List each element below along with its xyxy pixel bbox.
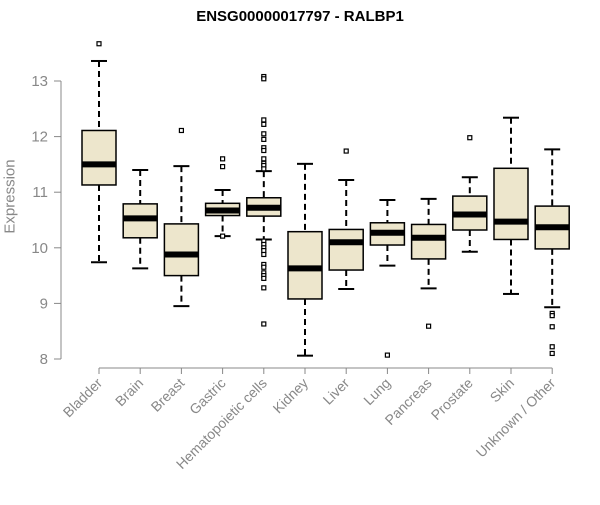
box-iqr — [163, 223, 200, 277]
y-tick-label: 10 — [31, 240, 48, 257]
outlier-point — [261, 131, 267, 137]
x-tick-label: Breast — [148, 375, 188, 415]
y-tick-label: 13 — [31, 73, 48, 90]
outlier-point — [96, 41, 102, 47]
x-tick-label: Liver — [320, 375, 353, 408]
y-tick-label: 9 — [40, 295, 48, 312]
outlier-point — [261, 321, 267, 327]
box-iqr — [81, 129, 117, 186]
box-iqr — [410, 223, 447, 260]
outlier-point — [467, 135, 473, 141]
box-iqr — [493, 167, 529, 241]
outlier-point — [261, 121, 267, 127]
box-iqr — [328, 228, 364, 271]
outlier-point — [343, 148, 349, 154]
outlier-point — [549, 324, 555, 330]
outlier-point — [261, 166, 267, 172]
x-tick-label: Skin — [487, 375, 518, 406]
outlier-point — [426, 323, 432, 329]
outlier-point — [220, 164, 226, 170]
outlier-point — [261, 275, 267, 281]
outlier-point — [261, 156, 267, 162]
box-iqr — [287, 230, 323, 300]
outlier-point — [220, 233, 226, 239]
y-axis-label: Expression — [1, 159, 19, 234]
outlier-point — [261, 251, 267, 258]
outlier-point — [261, 285, 267, 291]
outlier-point — [549, 313, 555, 319]
outlier-point — [220, 156, 226, 162]
outlier-point — [549, 350, 555, 357]
chart-title: ENSG00000017797 - RALBP1 — [196, 8, 404, 25]
outlier-point — [549, 344, 555, 350]
outlier-point — [261, 147, 267, 154]
outlier-point — [178, 127, 184, 134]
x-tick-label: Bladder — [60, 375, 106, 421]
x-tick-label: Prostate — [428, 375, 476, 423]
outlier-point — [261, 136, 267, 142]
x-tick-label: Kidney — [270, 375, 312, 417]
y-tick-label: 8 — [40, 351, 48, 368]
y-tick-label: 11 — [32, 184, 48, 201]
outlier-point — [261, 117, 267, 123]
x-tick-label: Brain — [112, 375, 146, 409]
outlier-point — [261, 264, 267, 270]
y-tick-label: 12 — [31, 129, 48, 146]
outlier-point — [261, 76, 267, 82]
outlier-point — [384, 352, 390, 358]
x-tick-label: Lung — [360, 375, 393, 408]
